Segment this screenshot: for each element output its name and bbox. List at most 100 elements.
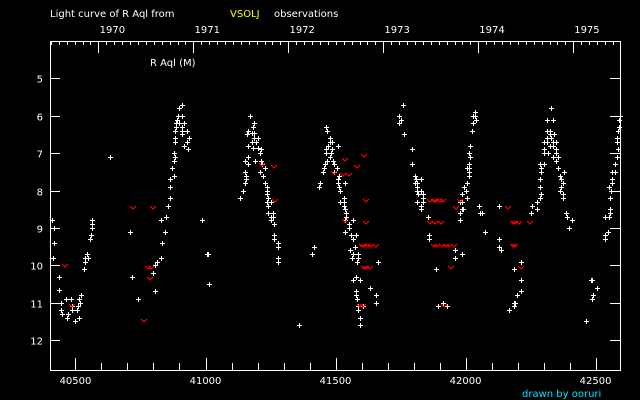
data-point-visual bbox=[426, 215, 431, 220]
data-point-visual bbox=[185, 129, 190, 134]
data-point-visual bbox=[173, 129, 178, 134]
data-point-visual bbox=[512, 267, 517, 272]
data-point-visual bbox=[182, 144, 187, 149]
data-point-visual bbox=[244, 177, 249, 182]
data-point-visual bbox=[590, 278, 595, 283]
data-point-visual bbox=[243, 159, 248, 164]
data-point-visual bbox=[415, 200, 420, 205]
data-point-fainter-than bbox=[445, 243, 453, 248]
data-point-visual bbox=[324, 151, 329, 156]
data-point-fainter-than bbox=[439, 198, 447, 203]
data-point-fainter-than bbox=[345, 172, 353, 177]
data-point-visual bbox=[243, 170, 248, 175]
data-point-fainter-than bbox=[442, 243, 450, 248]
data-point-visual bbox=[609, 189, 614, 194]
data-marks-group bbox=[50, 103, 623, 328]
y-tick-label: 5 bbox=[37, 75, 43, 86]
data-point-visual bbox=[616, 147, 621, 152]
data-point-visual bbox=[354, 293, 359, 298]
data-point-visual bbox=[166, 204, 171, 209]
data-point-visual bbox=[554, 151, 559, 156]
data-point-visual bbox=[343, 207, 348, 212]
data-point-visual bbox=[421, 200, 426, 205]
data-point-visual bbox=[159, 218, 164, 223]
data-point-visual bbox=[82, 267, 87, 272]
data-point-visual bbox=[259, 147, 264, 152]
data-point-fainter-than bbox=[258, 162, 266, 167]
y-tick-label: 12 bbox=[30, 337, 43, 348]
data-point-visual bbox=[336, 181, 341, 186]
data-point-visual bbox=[180, 132, 185, 137]
data-point-visual bbox=[538, 196, 543, 201]
data-point-visual bbox=[374, 293, 379, 298]
data-point-visual bbox=[351, 218, 356, 223]
data-point-visual bbox=[187, 136, 192, 141]
data-point-visual bbox=[374, 301, 379, 306]
data-point-visual bbox=[434, 267, 439, 272]
data-point-visual bbox=[617, 118, 622, 123]
data-point-visual bbox=[69, 297, 74, 302]
data-point-visual bbox=[467, 162, 472, 167]
data-point-visual bbox=[322, 166, 327, 171]
x-tick-label: 41000 bbox=[190, 376, 222, 387]
data-point-fainter-than bbox=[447, 265, 455, 270]
data-point-fainter-than bbox=[452, 205, 460, 210]
data-point-visual bbox=[77, 316, 82, 321]
data-point-visual bbox=[337, 174, 342, 179]
data-point-fainter-than bbox=[456, 198, 464, 203]
data-point-visual bbox=[85, 252, 90, 257]
data-point-fainter-than bbox=[430, 198, 438, 203]
data-point-fainter-than bbox=[437, 220, 445, 225]
data-point-visual bbox=[356, 308, 361, 313]
data-point-visual bbox=[136, 297, 141, 302]
data-point-visual bbox=[567, 226, 572, 231]
data-point-visual bbox=[559, 185, 564, 190]
data-point-visual bbox=[332, 162, 337, 167]
data-point-visual bbox=[343, 230, 348, 235]
data-point-visual bbox=[263, 166, 268, 171]
data-point-visual bbox=[460, 252, 465, 257]
data-point-visual bbox=[258, 170, 263, 175]
data-point-visual bbox=[462, 185, 467, 190]
data-point-visual bbox=[552, 132, 557, 137]
data-point-visual bbox=[336, 144, 341, 149]
data-point-fainter-than bbox=[356, 303, 364, 308]
data-point-visual bbox=[52, 226, 57, 231]
data-point-fainter-than bbox=[515, 220, 523, 225]
data-point-fainter-than bbox=[366, 265, 374, 270]
data-point-visual bbox=[88, 237, 93, 242]
data-point-visual bbox=[344, 215, 349, 220]
data-point-fainter-than bbox=[362, 198, 370, 203]
data-point-visual bbox=[350, 256, 355, 261]
data-point-visual bbox=[321, 170, 326, 175]
data-point-visual bbox=[607, 185, 612, 190]
data-point-visual bbox=[535, 200, 540, 205]
data-point-visual bbox=[153, 289, 158, 294]
data-point-visual bbox=[266, 196, 271, 201]
data-point-visual bbox=[349, 233, 354, 238]
data-point-visual bbox=[499, 248, 504, 253]
data-point-visual bbox=[606, 230, 611, 235]
data-point-visual bbox=[348, 248, 353, 253]
data-point-visual bbox=[238, 196, 243, 201]
data-point-visual bbox=[465, 181, 470, 186]
data-point-visual bbox=[324, 125, 329, 130]
year-label: 1973 bbox=[384, 25, 409, 36]
data-point-visual bbox=[562, 170, 567, 175]
data-point-fainter-than bbox=[140, 318, 148, 323]
data-point-visual bbox=[556, 155, 561, 160]
data-point-visual bbox=[603, 233, 608, 238]
data-point-fainter-than bbox=[430, 243, 438, 248]
data-point-visual bbox=[556, 166, 561, 171]
data-point-fainter-than bbox=[440, 303, 448, 308]
data-point-visual bbox=[535, 207, 540, 212]
data-point-visual bbox=[545, 140, 550, 145]
data-point-visual bbox=[591, 293, 596, 298]
data-point-visual bbox=[342, 204, 347, 209]
data-point-visual bbox=[173, 155, 178, 160]
data-point-visual bbox=[253, 159, 258, 164]
star-label: R Aql (M) bbox=[150, 58, 196, 69]
data-point-visual bbox=[159, 256, 164, 261]
year-label: 1974 bbox=[479, 25, 504, 36]
data-point-visual bbox=[173, 136, 178, 141]
